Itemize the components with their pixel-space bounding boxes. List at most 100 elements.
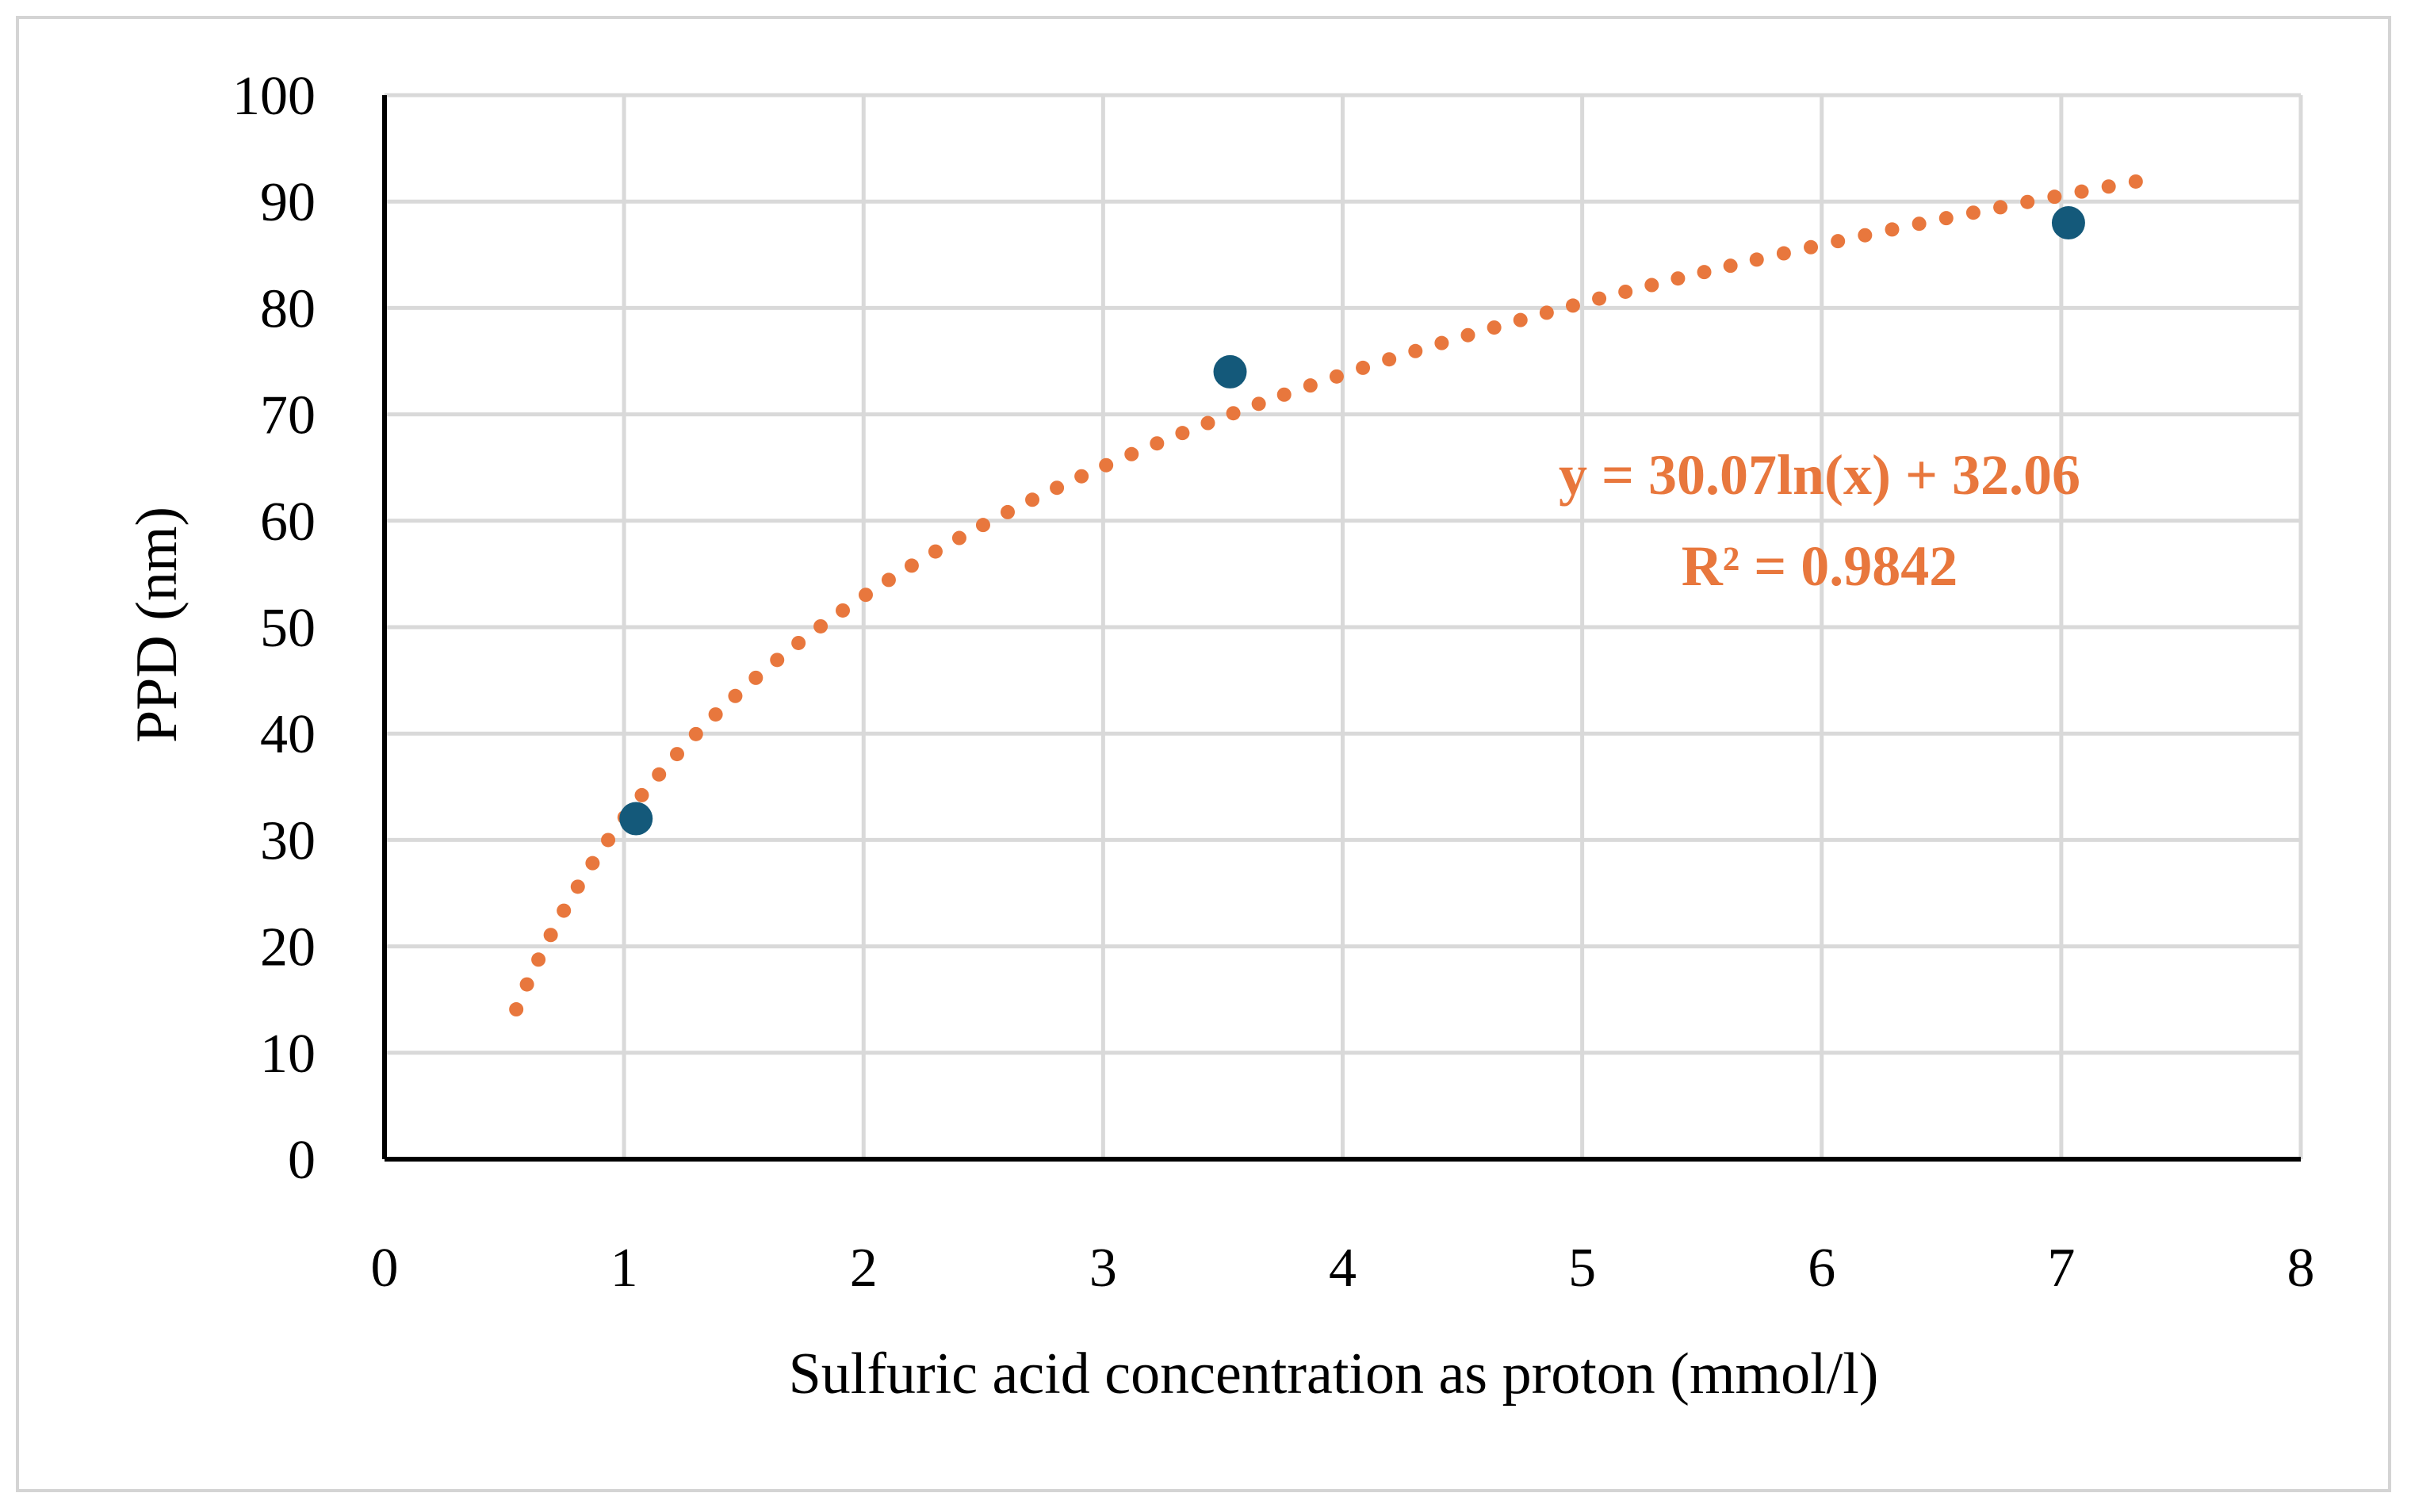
x-tick-label-4: 4 — [1329, 1238, 1357, 1299]
y-tick-label-70: 70 — [260, 385, 316, 446]
x-tick-label-2: 2 — [850, 1238, 878, 1299]
trendline-dot-27 — [1025, 492, 1040, 507]
trendline-dot-55 — [1749, 252, 1764, 267]
trendline-dot-34 — [1200, 415, 1215, 431]
trendline-dot-50 — [1618, 284, 1633, 299]
x-tick-label-6: 6 — [1808, 1238, 1835, 1299]
y-tick-label-10: 10 — [260, 1024, 316, 1085]
trendline-dot-30 — [1099, 457, 1114, 473]
trendline-dot-45 — [1487, 320, 1502, 335]
trendline-dot-53 — [1697, 265, 1712, 280]
x-tick-label-8: 8 — [2287, 1238, 2315, 1299]
trendline-dot-28 — [1050, 480, 1065, 496]
trendline-dot-52 — [1670, 271, 1686, 286]
trendline-dot-4 — [557, 903, 572, 918]
trendline-dot-68 — [2101, 179, 2116, 194]
x-tick-label-1: 1 — [610, 1238, 638, 1299]
trendline-dot-20 — [858, 588, 873, 603]
trendline-dot-61 — [1912, 216, 1927, 232]
trendline-dot-6 — [585, 856, 600, 871]
trendline-dot-7 — [601, 833, 616, 848]
trendline-equation: y = 30.07ln(x) + 32.06 — [1559, 443, 2080, 507]
y-tick-label-0: 0 — [288, 1130, 316, 1191]
trendline-dot-65 — [2020, 194, 2035, 209]
trendline-dot-26 — [1001, 504, 1016, 519]
trendline-r-squared: R² = 0.9842 — [1682, 534, 1958, 598]
trendline-dot-48 — [1565, 298, 1580, 313]
y-tick-label-30: 30 — [260, 810, 316, 871]
x-tick-label-7: 7 — [2047, 1238, 2075, 1299]
trendline-dot-44 — [1460, 327, 1475, 343]
trendline-dot-13 — [708, 707, 723, 722]
trendline-dot-21 — [881, 572, 896, 588]
trendline-dot-63 — [1965, 205, 1980, 220]
trendline-dot-69 — [2128, 174, 2143, 189]
trendline-dot-14 — [728, 688, 743, 703]
y-tick-label-60: 60 — [260, 492, 316, 553]
trendline-dot-2 — [531, 952, 546, 967]
y-tick-label-100: 100 — [232, 66, 316, 127]
trendline-dot-35 — [1226, 406, 1241, 421]
trendline-dot-41 — [1382, 352, 1397, 367]
y-tick-label-80: 80 — [260, 278, 316, 339]
trendline-dot-25 — [975, 518, 990, 533]
y-tick-label-20: 20 — [260, 917, 316, 978]
trendline-dot-66 — [2047, 189, 2062, 205]
trendline-dot-24 — [951, 530, 966, 545]
trendline-dot-9 — [634, 787, 649, 802]
trendline-dot-0 — [509, 1002, 524, 1017]
trendline-dot-23 — [928, 544, 943, 559]
trendline-dot-31 — [1124, 446, 1139, 461]
trendline-dot-43 — [1434, 335, 1449, 350]
trendline-dot-58 — [1831, 234, 1846, 249]
trendline-dot-60 — [1885, 222, 1900, 237]
trendline-dot-40 — [1356, 360, 1371, 375]
trendline-dot-59 — [1858, 228, 1873, 243]
trendline-dot-47 — [1539, 305, 1554, 320]
axes — [382, 95, 2301, 1162]
trendline-dot-36 — [1251, 396, 1266, 411]
trendline-dot-54 — [1723, 258, 1738, 274]
x-axis-title: Sulfuric acid concentration as proton (m… — [789, 1342, 1879, 1407]
data-point-3 — [2051, 206, 2085, 240]
trendline-dot-22 — [904, 558, 919, 573]
trendline-dot-39 — [1329, 369, 1344, 384]
trendline-dot-18 — [813, 618, 829, 634]
trendline-dot-38 — [1303, 378, 1318, 393]
trendline-dot-5 — [570, 879, 585, 894]
trendline-dot-32 — [1150, 436, 1165, 451]
trendline-dot-10 — [652, 767, 667, 782]
trendline-dot-57 — [1804, 239, 1819, 255]
x-tick-label-0: 0 — [371, 1238, 399, 1299]
trendline-dot-29 — [1074, 469, 1089, 484]
y-tick-label-50: 50 — [260, 598, 316, 659]
y-tick-label-90: 90 — [260, 172, 316, 233]
trendline-dot-1 — [519, 977, 534, 992]
trendline-dot-46 — [1513, 312, 1528, 327]
trendline-dot-56 — [1776, 246, 1791, 261]
data-points — [619, 206, 2085, 836]
trendline-dot-62 — [1938, 211, 1954, 226]
y-axis-title: PPD (nm) — [124, 507, 189, 743]
trendline-dot-3 — [543, 928, 558, 943]
trendline-dot-12 — [688, 726, 703, 741]
x-tick-label-3: 3 — [1089, 1238, 1117, 1299]
chart-frame — [16, 16, 2391, 1492]
trendline-dot-67 — [2074, 184, 2089, 199]
trendline-dot-11 — [669, 747, 684, 762]
y-tick-label-40: 40 — [260, 704, 316, 765]
trendline-dot-42 — [1408, 343, 1423, 358]
trendline-dot-49 — [1592, 291, 1607, 306]
data-point-1 — [619, 802, 653, 836]
data-point-2 — [1213, 354, 1247, 389]
trendline-dot-16 — [770, 653, 785, 668]
trendline-dot-33 — [1175, 426, 1190, 441]
x-tick-label-5: 5 — [1568, 1238, 1596, 1299]
trendline-dot-64 — [1993, 200, 2008, 215]
trendline-dot-37 — [1276, 387, 1292, 402]
trendline-dot-19 — [836, 603, 851, 618]
trendline-dot-51 — [1644, 278, 1659, 293]
trendline-dot-15 — [748, 670, 763, 685]
